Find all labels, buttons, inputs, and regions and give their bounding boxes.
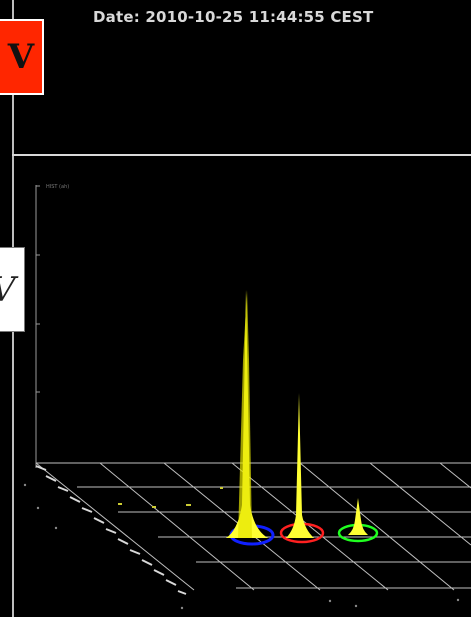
- tick-dots: [23, 483, 460, 610]
- top-letter: V: [7, 37, 35, 77]
- top-letter-badge: V: [0, 19, 44, 95]
- peak-small: [348, 498, 368, 535]
- peak-tall: [226, 290, 268, 538]
- floor-hits: [118, 487, 223, 508]
- side-letter-badge: V: [0, 247, 25, 332]
- vertical-axis: HIST (ah): [35, 184, 69, 468]
- section-divider: [12, 154, 471, 156]
- peak-medium: [286, 393, 314, 538]
- date-label: Date: 2010-10-25 11:44:55 CEST: [93, 8, 374, 26]
- floor-grid: [35, 462, 471, 591]
- axis-label: HIST (ah): [46, 184, 69, 190]
- depth-axis-ticks: [35, 465, 187, 595]
- side-letter: V: [0, 270, 16, 310]
